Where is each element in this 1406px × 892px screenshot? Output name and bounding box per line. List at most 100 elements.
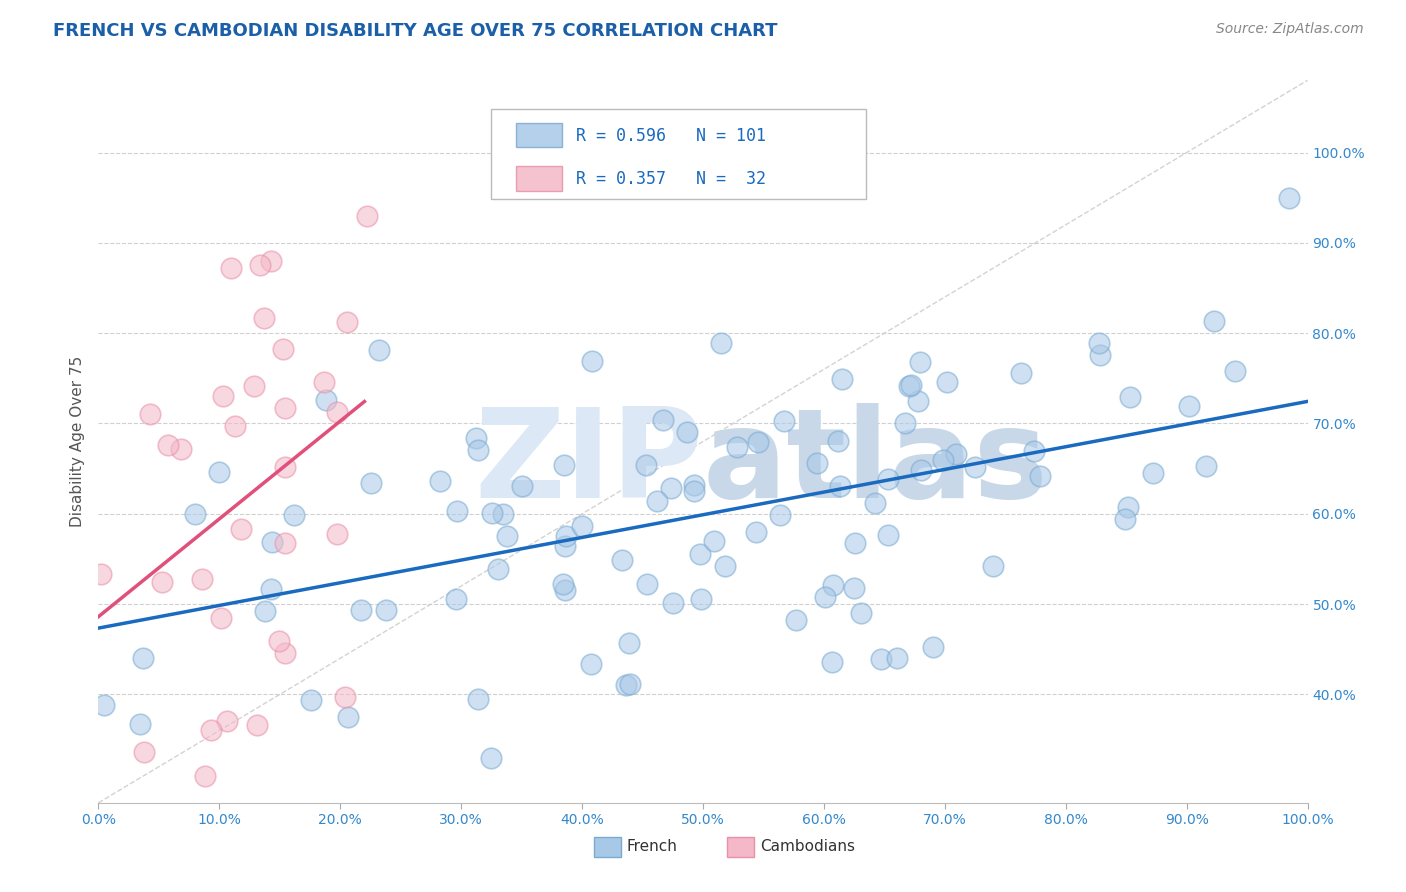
Point <box>634 458 657 472</box>
Text: R = 0.357   N =  32: R = 0.357 N = 32 <box>576 170 766 188</box>
Point <box>356 209 378 223</box>
Point <box>619 677 641 691</box>
Point <box>465 431 488 445</box>
Point <box>467 442 489 457</box>
Point <box>745 524 768 539</box>
Point <box>200 723 222 737</box>
Point <box>129 717 152 731</box>
Point <box>963 460 986 475</box>
Point <box>581 354 603 368</box>
Point <box>714 559 737 574</box>
Point <box>444 592 467 607</box>
Point <box>683 483 706 498</box>
Point <box>806 456 828 470</box>
Point <box>863 496 886 510</box>
Text: French: French <box>627 839 678 855</box>
Point <box>1022 444 1045 458</box>
Point <box>936 375 959 389</box>
Point <box>368 343 391 358</box>
Text: R = 0.596   N = 101: R = 0.596 N = 101 <box>576 127 766 145</box>
Point <box>877 527 900 541</box>
Point <box>703 534 725 549</box>
Point <box>900 378 922 392</box>
Point <box>139 408 162 422</box>
Point <box>260 254 283 268</box>
Point <box>821 655 844 669</box>
Point <box>908 355 931 369</box>
Point <box>360 476 382 491</box>
Point <box>492 507 515 521</box>
Point <box>271 343 294 357</box>
Point <box>1194 458 1216 473</box>
Point <box>830 479 852 493</box>
Point <box>689 547 711 561</box>
Point <box>299 693 322 707</box>
Point <box>945 447 967 461</box>
Point <box>479 750 502 764</box>
Point <box>907 393 929 408</box>
Point <box>209 611 232 625</box>
Point <box>326 527 349 541</box>
Point <box>1142 466 1164 480</box>
FancyBboxPatch shape <box>516 123 561 147</box>
Point <box>249 258 271 272</box>
Text: ZIP: ZIP <box>474 402 703 524</box>
Point <box>652 413 675 427</box>
Point <box>267 633 290 648</box>
Point <box>183 507 205 521</box>
Point <box>253 604 276 618</box>
Point <box>769 508 792 523</box>
Point <box>274 646 297 660</box>
Text: atlas: atlas <box>703 402 1049 524</box>
Point <box>1116 500 1139 514</box>
Point <box>350 603 373 617</box>
Point <box>260 582 283 597</box>
Point <box>981 558 1004 573</box>
Point <box>150 574 173 589</box>
Point <box>661 481 683 495</box>
Point <box>725 440 748 454</box>
Point <box>191 572 214 586</box>
FancyBboxPatch shape <box>595 837 621 857</box>
Point <box>1088 335 1111 350</box>
Point <box>910 462 932 476</box>
FancyBboxPatch shape <box>516 166 561 191</box>
Point <box>481 506 503 520</box>
Point <box>429 474 451 488</box>
Point <box>1088 348 1111 362</box>
Point <box>893 417 915 431</box>
Point <box>336 315 359 329</box>
Text: FRENCH VS CAMBODIAN DISABILITY AGE OVER 75 CORRELATION CHART: FRENCH VS CAMBODIAN DISABILITY AGE OVER … <box>53 22 778 40</box>
Point <box>219 261 242 276</box>
Point <box>1119 390 1142 404</box>
Point <box>1204 313 1226 327</box>
Point <box>215 714 238 729</box>
Point <box>1278 191 1301 205</box>
Point <box>1010 366 1032 380</box>
Point <box>821 577 844 591</box>
Point <box>676 425 699 440</box>
Point <box>260 535 283 549</box>
Point <box>283 508 305 523</box>
Point <box>851 607 873 621</box>
Point <box>554 582 576 597</box>
Point <box>496 529 519 543</box>
Point <box>690 592 713 607</box>
Point <box>551 576 574 591</box>
Point <box>612 553 634 567</box>
Point <box>1223 364 1246 378</box>
Point <box>246 718 269 732</box>
Point <box>337 710 360 724</box>
Point <box>555 529 578 543</box>
Point <box>274 401 297 415</box>
Point <box>1178 400 1201 414</box>
Point <box>773 414 796 428</box>
Text: Cambodians: Cambodians <box>759 839 855 855</box>
Point <box>274 460 297 475</box>
Point <box>581 657 603 671</box>
Point <box>467 692 489 706</box>
Point <box>886 651 908 665</box>
Point <box>170 442 193 456</box>
Point <box>326 405 349 419</box>
Point <box>827 434 849 449</box>
